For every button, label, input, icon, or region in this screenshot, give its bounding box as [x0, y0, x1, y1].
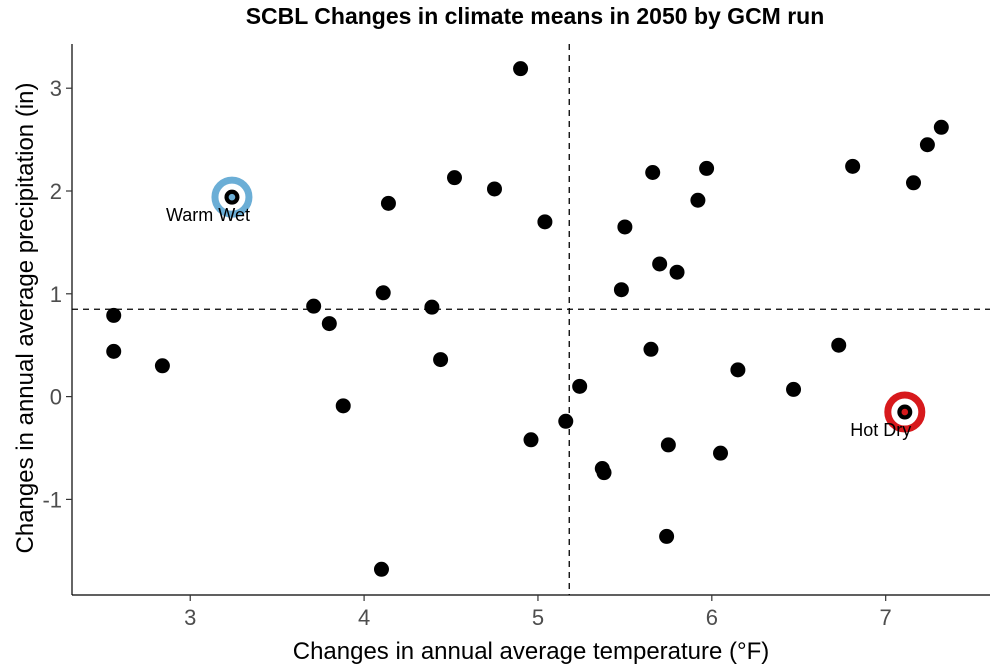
data-point	[617, 219, 633, 235]
data-point	[669, 264, 685, 280]
data-point	[375, 285, 391, 301]
highlight-label: Hot Dry	[850, 420, 911, 440]
data-point	[558, 413, 574, 429]
data-point	[572, 378, 588, 394]
data-point	[906, 175, 921, 191]
chart-title: SCBL Changes in climate means in 2050 by…	[246, 3, 825, 29]
data-point	[306, 298, 322, 314]
data-point	[659, 528, 675, 544]
data-point	[373, 561, 389, 577]
highlight-center	[228, 193, 236, 201]
x-axis-title: Changes in annual average temperature (°…	[293, 638, 770, 665]
data-point	[831, 337, 847, 353]
data-point	[613, 282, 629, 298]
data-point	[690, 192, 706, 208]
data-point	[513, 61, 529, 77]
data-point	[596, 465, 612, 481]
x-tick-label: 7	[880, 605, 892, 630]
data-point	[645, 164, 661, 180]
plot-area: Warm Wet Hot Dry	[72, 44, 990, 595]
highlight-label: Warm Wet	[166, 205, 250, 225]
data-point	[845, 158, 861, 174]
data-point	[730, 362, 746, 378]
data-point	[106, 307, 122, 323]
y-tick-label: 3	[50, 76, 62, 101]
highlight-center	[901, 408, 909, 416]
data-point	[447, 170, 462, 186]
data-point	[933, 119, 949, 135]
y-axis-title: Changes in annual average precipitation …	[12, 83, 39, 554]
data-point	[321, 316, 337, 332]
data-point	[713, 445, 729, 461]
highlight-ring	[211, 176, 253, 218]
x-tick-label: 3	[184, 605, 196, 630]
y-tick-label: 2	[50, 179, 62, 204]
data-point	[699, 160, 715, 176]
y-tick-label: -1	[42, 487, 62, 512]
data-point	[380, 195, 396, 211]
data-point	[660, 437, 676, 453]
y-axis-ticks: -1 0 1 2 3	[42, 76, 72, 512]
data-point	[786, 381, 802, 397]
data-point	[424, 299, 440, 315]
highlight-ring	[884, 391, 926, 433]
x-tick-label: 6	[706, 605, 718, 630]
data-point	[154, 358, 170, 374]
x-tick-label: 4	[358, 605, 370, 630]
data-point	[523, 432, 539, 448]
x-tick-label: 5	[532, 605, 544, 630]
data-point	[652, 256, 668, 272]
data-point	[919, 137, 935, 153]
data-point	[537, 214, 553, 230]
y-tick-label: 0	[50, 385, 62, 410]
y-tick-label: 1	[50, 282, 62, 307]
x-axis-ticks: 3 4 5 6 7	[184, 595, 892, 630]
data-point	[486, 181, 502, 197]
data-point	[335, 398, 351, 414]
data-point	[433, 352, 449, 368]
data-point	[106, 343, 122, 359]
data-point	[643, 341, 659, 357]
